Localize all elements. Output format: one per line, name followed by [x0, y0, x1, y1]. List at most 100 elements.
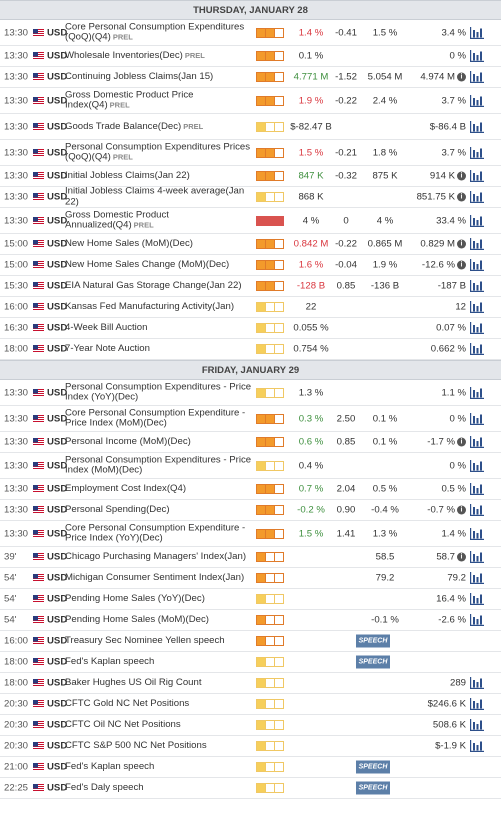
event-row[interactable]: 13:30 USD Initial Jobless Claims(Jan 22) 84… — [0, 166, 501, 187]
event-name[interactable]: Personal Income (MoM)(Dec) — [65, 436, 255, 448]
bar-chart-icon[interactable] — [470, 146, 484, 159]
event-name[interactable]: Core Personal Consumption Expenditures (… — [65, 21, 255, 43]
event-name-text[interactable]: Gross Domestic Product Price Index(Q4) — [65, 89, 194, 111]
event-name-text[interactable]: Kansas Fed Manufacturing Activity(Jan) — [65, 300, 235, 312]
event-name-text[interactable]: Treasury Sec Nominee Yellen speech — [65, 634, 225, 646]
event-row[interactable]: 13:30 USD Wholesale Inventories(Dec) PREL 0.… — [0, 46, 501, 67]
event-row[interactable]: 22:25 USD Fed's Daly speech SPEECH — [0, 778, 501, 799]
event-name[interactable]: EIA Natural Gas Storage Change(Jan 22) — [65, 280, 255, 292]
event-name-text[interactable]: Michigan Consumer Sentiment Index(Jan) — [65, 571, 245, 583]
event-name[interactable]: Personal Spending(Dec) — [65, 504, 255, 516]
event-row[interactable]: 15:00 USD New Home Sales (MoM)(Dec) 0.842 M… — [0, 234, 501, 255]
bar-chart-icon[interactable] — [470, 120, 484, 133]
bar-chart-icon[interactable] — [470, 26, 484, 39]
event-name[interactable]: Continuing Jobless Claims(Jan 15) — [65, 71, 255, 83]
bar-chart-icon[interactable] — [470, 238, 484, 250]
event-name-text[interactable]: Pending Home Sales (MoM)(Dec) — [65, 613, 209, 625]
event-row[interactable]: 13:30 USD Goods Trade Balance(Dec) PREL $-82… — [0, 114, 501, 140]
event-name-text[interactable]: Personal Consumption Expenditures - Pric… — [65, 381, 252, 403]
event-row[interactable]: 54' USD Pending Home Sales (YoY)(Dec) 16.4 … — [0, 589, 501, 610]
event-name[interactable]: Initial Jobless Claims 4-week average(Ja… — [65, 186, 255, 208]
bar-chart-icon[interactable] — [470, 527, 484, 540]
event-name[interactable]: 7-Year Note Auction — [65, 342, 255, 355]
event-name[interactable]: Fed's Kaplan speech — [65, 655, 255, 668]
event-name-text[interactable]: Fed's Kaplan speech — [65, 655, 155, 667]
event-name[interactable]: 4-Week Bill Auction — [65, 321, 255, 334]
info-icon[interactable]: i — [457, 192, 466, 202]
bar-chart-icon[interactable] — [470, 71, 484, 83]
event-name-text[interactable]: CFTC Gold NC Net Positions — [65, 697, 190, 709]
bar-chart-icon[interactable] — [470, 170, 484, 182]
event-row[interactable]: 54' USD Michigan Consumer Sentiment Index(… — [0, 568, 501, 589]
bar-chart-icon[interactable] — [470, 436, 484, 448]
event-name[interactable]: Michigan Consumer Sentiment Index(Jan) — [65, 571, 255, 584]
event-row[interactable]: 16:30 USD 4-Week Bill Auction 0.055 % 0.07 % — [0, 318, 501, 339]
event-name[interactable]: Employment Cost Index(Q4) — [65, 483, 255, 495]
event-row[interactable]: 18:00 USD Fed's Kaplan speech SPEECH — [0, 652, 501, 673]
bar-chart-icon[interactable] — [470, 322, 484, 334]
bar-chart-icon[interactable] — [470, 614, 484, 626]
bar-chart-icon[interactable] — [470, 677, 484, 689]
event-row[interactable]: 39' USD Chicago Purchasing Managers' Index… — [0, 547, 501, 568]
bar-chart-icon[interactable] — [470, 483, 484, 495]
event-name-text[interactable]: Personal Consumption Expenditures Prices… — [65, 141, 251, 163]
bar-chart-icon[interactable] — [470, 343, 484, 355]
bar-chart-icon[interactable] — [470, 301, 484, 313]
event-row[interactable]: 13:30 USD Personal Consumption Expenditure… — [0, 380, 501, 406]
event-row[interactable]: 13:30 USD Personal Consumption Expenditure… — [0, 140, 501, 166]
event-name-text[interactable]: Baker Hughes US Oil Rig Count — [65, 676, 202, 688]
event-row[interactable]: 13:30 USD Gross Domestic Product Price Ind… — [0, 88, 501, 114]
event-name-text[interactable]: Goods Trade Balance(Dec) — [65, 120, 182, 132]
event-row[interactable]: 20:30 USD CFTC Gold NC Net Positions $246.6… — [0, 694, 501, 715]
event-name[interactable]: CFTC Oil NC Net Positions — [65, 718, 255, 731]
event-name[interactable]: Pending Home Sales (YoY)(Dec) — [65, 592, 255, 605]
bar-chart-icon[interactable] — [470, 719, 484, 731]
bar-chart-icon[interactable] — [470, 459, 484, 472]
event-name-text[interactable]: 4-Week Bill Auction — [65, 321, 148, 333]
bar-chart-icon[interactable] — [470, 412, 484, 425]
event-name[interactable]: Wholesale Inventories(Dec) PREL — [65, 50, 255, 62]
event-row[interactable]: 13:30 USD Personal Spending(Dec) -0.2 % 0.90… — [0, 500, 501, 521]
bar-chart-icon[interactable] — [470, 191, 484, 203]
event-name-text[interactable]: Initial Jobless Claims(Jan 22) — [65, 169, 190, 181]
info-icon[interactable]: i — [457, 437, 466, 447]
info-icon[interactable]: i — [457, 239, 466, 249]
bar-chart-icon[interactable] — [470, 214, 484, 227]
event-row[interactable]: 13:30 USD Core Personal Consumption Expend… — [0, 406, 501, 432]
event-name[interactable]: Core Personal Consumption Expenditure - … — [65, 407, 255, 429]
event-name-text[interactable]: Gross Domestic Product Annualized(Q4) — [65, 209, 169, 231]
event-name[interactable]: Chicago Purchasing Managers' Index(Jan) — [65, 550, 255, 563]
event-name-text[interactable]: Chicago Purchasing Managers' Index(Jan) — [65, 550, 247, 562]
event-name[interactable]: Kansas Fed Manufacturing Activity(Jan) — [65, 300, 255, 313]
event-name[interactable]: New Home Sales Change (MoM)(Dec) — [65, 259, 255, 271]
event-name-text[interactable]: Core Personal Consumption Expenditures (… — [65, 21, 245, 43]
bar-chart-icon[interactable] — [470, 504, 484, 516]
event-row[interactable]: 21:00 USD Fed's Kaplan speech SPEECH — [0, 757, 501, 778]
event-name-text[interactable]: CFTC Oil NC Net Positions — [65, 718, 181, 730]
event-name[interactable]: Baker Hughes US Oil Rig Count — [65, 676, 255, 689]
bar-chart-icon[interactable] — [470, 94, 484, 107]
event-name-text[interactable]: Pending Home Sales (YoY)(Dec) — [65, 592, 205, 604]
event-row[interactable]: 13:30 USD Personal Income (MoM)(Dec) 0.6 % 0… — [0, 432, 501, 453]
event-name[interactable]: New Home Sales (MoM)(Dec) — [65, 237, 255, 250]
event-row[interactable]: 13:30 USD Continuing Jobless Claims(Jan 15… — [0, 67, 501, 88]
event-name[interactable]: Fed's Kaplan speech — [65, 760, 255, 773]
event-name[interactable]: Gross Domestic Product Price Index(Q4) PR… — [65, 89, 255, 111]
event-name[interactable]: Goods Trade Balance(Dec) PREL — [65, 121, 255, 132]
event-name-text[interactable]: Core Personal Consumption Expenditure - … — [65, 407, 246, 429]
event-name-text[interactable]: Fed's Kaplan speech — [65, 760, 155, 772]
event-row[interactable]: 16:00 USD Treasury Sec Nominee Yellen spee… — [0, 631, 501, 652]
event-name[interactable]: CFTC Gold NC Net Positions — [65, 697, 255, 710]
event-name-text[interactable]: Core Personal Consumption Expenditure - … — [65, 522, 246, 544]
event-name[interactable]: Initial Jobless Claims(Jan 22) — [65, 169, 255, 182]
bar-chart-icon[interactable] — [470, 259, 484, 271]
event-name[interactable]: Core Personal Consumption Expenditure - … — [65, 522, 255, 544]
event-row[interactable]: 20:30 USD CFTC Oil NC Net Positions 508.6 K — [0, 715, 501, 736]
event-name[interactable]: Pending Home Sales (MoM)(Dec) — [65, 613, 255, 626]
event-name-text[interactable]: 7-Year Note Auction — [65, 342, 150, 354]
event-name[interactable]: Gross Domestic Product Annualized(Q4) PRE… — [65, 209, 255, 231]
event-name-text[interactable]: CFTC S&P 500 NC Net Positions — [65, 739, 207, 751]
info-icon[interactable]: i — [457, 171, 466, 181]
event-name-text[interactable]: New Home Sales (MoM)(Dec) — [65, 237, 193, 249]
bar-chart-icon[interactable] — [470, 572, 484, 584]
